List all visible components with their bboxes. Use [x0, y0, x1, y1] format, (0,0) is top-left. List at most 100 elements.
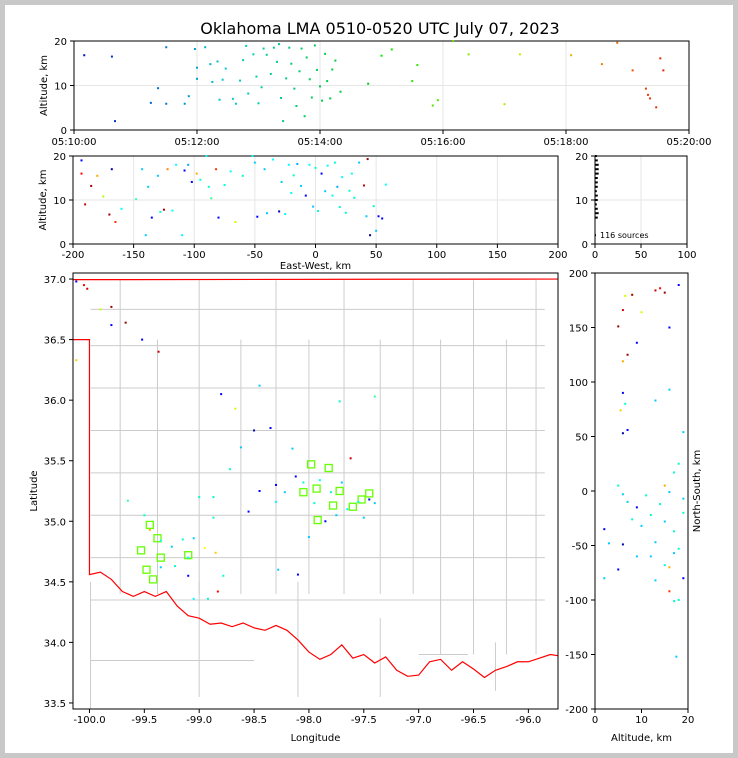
data-point: [331, 68, 334, 71]
x-tick-label: -100: [183, 250, 206, 261]
data-point: [181, 538, 184, 541]
data-point: [108, 213, 111, 216]
data-point: [326, 164, 329, 167]
y-tick-label: 20: [575, 152, 588, 163]
x-tick-label: 0: [592, 715, 598, 726]
histogram-bar: [595, 212, 599, 215]
data-point: [677, 547, 680, 550]
station-marker: [142, 565, 151, 574]
data-point: [216, 60, 219, 63]
x-tick-label: 200: [548, 250, 567, 261]
data-point: [293, 87, 296, 90]
data-point: [300, 47, 303, 50]
data-point: [148, 528, 151, 531]
data-point: [290, 62, 293, 65]
data-point: [150, 216, 153, 219]
y-tick-label: 0: [60, 240, 66, 251]
data-point: [141, 338, 144, 341]
y-tick-label: 36.0: [44, 396, 66, 407]
data-point: [659, 503, 662, 506]
data-point: [331, 194, 334, 197]
data-point: [187, 95, 190, 98]
data-point: [262, 47, 265, 50]
data-point: [196, 77, 198, 80]
data-point: [221, 78, 224, 81]
data-point: [206, 597, 209, 600]
data-point: [256, 215, 259, 218]
y-tick-label: 10: [54, 82, 67, 93]
data-point: [363, 184, 365, 187]
data-point: [624, 294, 627, 297]
data-point: [196, 66, 198, 69]
data-point: [241, 174, 244, 177]
data-point: [114, 221, 117, 223]
y-tick-label: 150: [569, 324, 588, 335]
data-point: [663, 484, 666, 487]
data-point: [315, 68, 318, 71]
data-point: [165, 46, 168, 49]
data-point: [171, 209, 174, 212]
y-tick-label: -50: [572, 542, 588, 553]
data-point: [416, 64, 419, 67]
x-tick-label: 50: [635, 250, 648, 261]
y-tick-label: 20: [54, 37, 67, 48]
y-tick-label: 0: [61, 126, 67, 137]
y-tick-label: 100: [569, 378, 588, 389]
data-point: [353, 196, 356, 199]
data-point: [373, 395, 376, 398]
data-point: [234, 102, 237, 105]
data-point: [258, 384, 261, 387]
x-tick-label: 150: [488, 250, 507, 261]
figure-title: Oklahoma LMA 0510-0520 UTC July 07, 2023: [200, 19, 559, 38]
data-point: [239, 79, 242, 82]
data-point: [340, 481, 343, 484]
y-tick-label: 10: [53, 196, 66, 207]
data-point: [207, 185, 210, 188]
data-point: [75, 359, 78, 362]
panel-frame: [73, 40, 690, 131]
y-tick-label: 36.5: [44, 336, 66, 347]
data-point: [231, 97, 234, 100]
histogram-bar: [595, 207, 598, 210]
x-tick-label: -97.0: [406, 715, 432, 726]
data-point: [214, 551, 217, 554]
data-point: [216, 590, 219, 593]
histogram-bar: [595, 216, 598, 219]
data-point: [663, 564, 666, 567]
data-point: [431, 104, 434, 107]
data-point: [336, 185, 339, 188]
x-tick-label: -96.0: [515, 715, 541, 726]
x-tick-label: -50: [247, 250, 263, 261]
data-point: [84, 203, 87, 206]
data-point: [217, 216, 220, 219]
data-point: [272, 158, 275, 161]
data-point: [144, 234, 147, 237]
data-point: [195, 172, 198, 175]
data-point: [570, 54, 573, 57]
y-tick-label: 34.0: [44, 638, 66, 649]
data-point: [655, 106, 658, 109]
data-point: [344, 211, 347, 214]
data-point: [278, 210, 281, 213]
data-point: [159, 539, 162, 542]
data-point: [346, 508, 349, 511]
data-point: [110, 324, 113, 327]
data-point: [303, 115, 306, 118]
data-point: [640, 524, 643, 527]
data-point: [224, 67, 227, 70]
data-point: [647, 93, 649, 96]
x-tick-label: 10: [635, 715, 648, 726]
x-tick-label: 05:20:00: [667, 137, 712, 148]
data-point: [156, 174, 159, 177]
data-point: [90, 184, 93, 187]
station-marker: [357, 495, 366, 504]
data-point: [183, 169, 186, 172]
histogram-bar: [595, 172, 599, 175]
data-point: [203, 546, 206, 549]
data-point: [334, 59, 337, 62]
station-marker: [312, 484, 321, 493]
data-point: [367, 82, 370, 85]
data-point: [175, 163, 178, 166]
data-point: [358, 161, 361, 164]
x-tick-label: 05:18:00: [544, 137, 589, 148]
